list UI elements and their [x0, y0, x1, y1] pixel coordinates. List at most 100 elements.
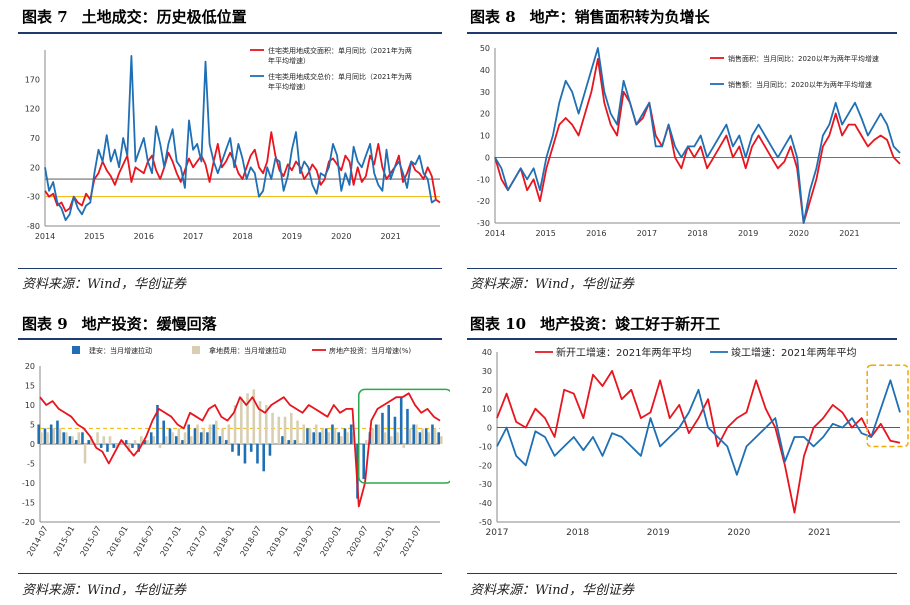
bar	[427, 432, 431, 444]
bar	[412, 424, 415, 444]
title-rule	[467, 338, 897, 340]
x-tick-label: 2020-01	[319, 525, 344, 558]
bar	[133, 440, 137, 444]
bar	[296, 420, 299, 444]
bar	[206, 432, 209, 444]
source-note: 资料来源：Wind，华创证券	[470, 583, 634, 598]
bar	[77, 432, 81, 444]
bar	[43, 428, 47, 444]
legend-label: 销售面积：当月同比：2020以年为两年平均增速	[728, 54, 879, 63]
bar	[99, 444, 103, 448]
source-note: 资料来源：Wind，华创证券	[470, 277, 634, 292]
panel-7: 图表 7 土地成交：历史极低位置 -80 -30 20 70 120 170 2014 2015…	[0, 0, 450, 300]
y-tick-label: 20	[30, 163, 40, 172]
x-tick-label: 2019	[647, 528, 670, 538]
panel-title: 图表 7 土地成交：历史极低位置	[22, 6, 247, 27]
bar	[268, 444, 272, 456]
series-line	[39, 392, 441, 508]
bar	[58, 428, 62, 444]
y-tick-label: -15	[22, 499, 35, 508]
x-tick-label: 2018	[687, 229, 707, 238]
panel-title-text: 土地成交：历史极低位置	[81, 8, 247, 26]
y-tick-label: 120	[25, 105, 40, 114]
y-tick-label: 170	[25, 75, 40, 84]
y-tick-label: 15	[25, 382, 35, 391]
bar	[277, 416, 281, 444]
bar	[252, 389, 256, 444]
y-tick-label: 40	[482, 348, 492, 357]
bar	[108, 436, 112, 444]
legend-swatch	[192, 346, 200, 354]
source-note: 资料来源：Wind，华创证券	[22, 277, 186, 292]
x-tick-label: 2021-07	[399, 525, 424, 558]
panel-9: 图表 9 地产投资：缓慢回落 -20 -15 -10 -5 0 5 10 15 20 2014-07…	[0, 305, 450, 605]
bar	[321, 428, 324, 444]
bar	[127, 444, 131, 452]
y-tick-label: 20	[482, 386, 492, 395]
legend-label: 销售额：当月同比：2020以年为两年平均增速	[728, 80, 872, 89]
bar	[149, 432, 153, 444]
bar	[281, 436, 284, 444]
bar	[418, 432, 422, 444]
bar	[137, 444, 140, 452]
x-tick-label: 2016-01	[105, 525, 130, 558]
bar	[62, 432, 65, 444]
bar	[165, 436, 168, 444]
bar	[196, 424, 199, 444]
bar	[71, 436, 74, 444]
y-tick-label: -20	[477, 197, 490, 206]
bar	[331, 424, 334, 444]
bar	[381, 412, 384, 444]
bar	[81, 432, 84, 444]
x-tick-label: 2018	[566, 528, 589, 538]
bar	[140, 436, 143, 444]
bar	[46, 432, 49, 444]
x-tick-label: 2020	[331, 232, 351, 241]
bar	[87, 440, 90, 444]
bar	[199, 432, 203, 444]
x-tick-label: 2017	[637, 229, 657, 238]
bar	[371, 428, 374, 444]
x-tick-label: 2020-07	[345, 525, 370, 558]
x-tick-label: 2016	[586, 229, 606, 238]
bar	[74, 440, 78, 444]
bar	[190, 436, 193, 444]
bar	[327, 432, 331, 444]
bar	[283, 416, 287, 444]
bar	[162, 420, 165, 444]
y-tick-label: -30	[479, 480, 492, 489]
y-tick-label: 10	[25, 401, 35, 410]
source-rule	[467, 268, 897, 269]
x-tick-label: 2015-01	[52, 525, 77, 558]
bar	[171, 432, 174, 444]
x-tick-label: 2017	[486, 528, 509, 538]
y-tick-label: -5	[27, 460, 35, 469]
bar	[49, 424, 53, 444]
panel-title-text: 地产：销售面积转为负增长	[529, 8, 710, 26]
x-tick-label: 2016-07	[132, 525, 157, 558]
bar	[408, 428, 412, 444]
y-tick-label: 0	[485, 153, 490, 162]
bar	[193, 428, 197, 444]
bar	[65, 432, 68, 444]
source-rule	[18, 268, 442, 269]
x-tick-label: 2017-01	[159, 525, 184, 558]
bar	[212, 424, 215, 444]
bar	[256, 444, 259, 464]
bar	[393, 416, 397, 444]
y-tick-label: -10	[479, 442, 492, 451]
panel-8: 图表 8 地产：销售面积转为负增长 -30 -20 -10 0 10 20 30 40 50 201…	[455, 0, 910, 300]
y-tick-label: 30	[480, 88, 490, 97]
x-tick-label: 2018-07	[239, 525, 264, 558]
y-tick-label: -20	[479, 461, 492, 470]
bar	[249, 444, 253, 452]
bar	[174, 436, 178, 444]
series-line	[496, 379, 901, 476]
bar	[156, 405, 159, 444]
sales-chart: -30 -20 -10 0 10 20 30 40 50 2014 2015 2016 2017 2018…	[477, 44, 901, 238]
bar	[293, 440, 297, 444]
bar	[377, 424, 381, 444]
bar	[265, 405, 268, 444]
bar	[146, 440, 149, 444]
bar	[243, 444, 247, 464]
